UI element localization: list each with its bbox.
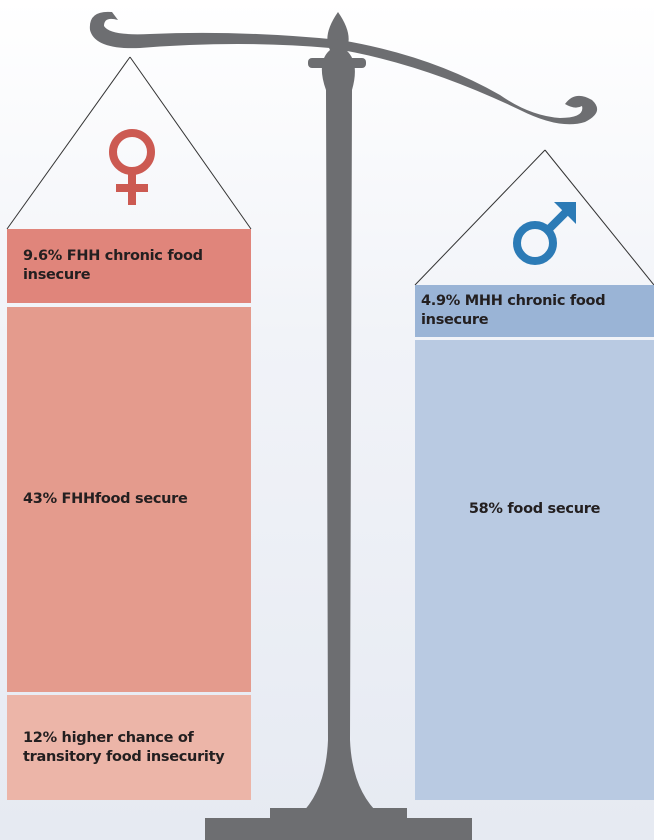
info-box: 4.9% MHH chronic food insecure [415, 285, 654, 337]
box-text: 58% food secure [469, 500, 600, 519]
box-text: 4.9% MHH chronic food insecure [421, 292, 624, 330]
page: 9.6% FHH chronic food insecure 43% FHHfoo… [0, 0, 654, 840]
male-symbol [517, 208, 570, 261]
box-text: 43% FHHfood secure [23, 490, 188, 509]
female-symbol [113, 133, 151, 205]
box-text: 9.6% FHH chronic food insecure [23, 247, 235, 285]
info-box: 58% food secure [415, 340, 654, 800]
info-box: 12% higher chance of transitory food ins… [7, 695, 251, 800]
info-box: 43% FHHfood secure [7, 307, 251, 692]
box-text: 12% higher chance of transitory food ins… [23, 729, 235, 767]
info-box: 9.6% FHH chronic food insecure [7, 229, 251, 303]
